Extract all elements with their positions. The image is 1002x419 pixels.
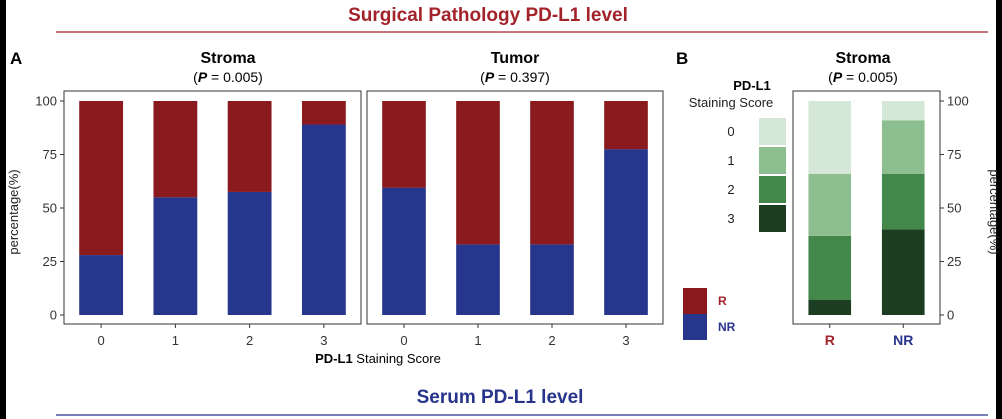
legend-score-swatch-2 xyxy=(759,176,786,203)
tumor-title: Tumor xyxy=(491,50,540,67)
heading-surgical-pathology: Surgical Pathology PD-L1 level xyxy=(348,5,628,26)
stroma-a-x-tick-label-2: 2 xyxy=(246,333,253,348)
stroma-a-p-value: = 0.005) xyxy=(207,69,263,85)
x-axis-label-rest: Staining Score xyxy=(353,351,441,366)
legend-score-swatch-3 xyxy=(759,205,786,232)
legend-score-swatch-0 xyxy=(759,118,786,145)
stroma-b-bar-0-r xyxy=(808,101,852,174)
legend-label-nr: NR xyxy=(718,320,736,334)
tumor-bar-r-0 xyxy=(382,101,426,188)
panel-b-chart: R NR 0 25 50 75 100 xyxy=(792,90,969,348)
stroma-b-bar-3-nr xyxy=(881,229,925,315)
legend-staining-score: 0 1 2 3 xyxy=(727,118,786,232)
legend-b-title: PD-L1 xyxy=(733,78,771,93)
stroma-b-y-tick-label-50: 50 xyxy=(947,201,961,216)
stroma-a-y-tick-label-50: 50 xyxy=(43,201,57,216)
stroma-a-p-label: P xyxy=(198,69,208,85)
tumor-p-value: = 0.397) xyxy=(494,69,550,85)
panel-b-label: B xyxy=(676,49,688,68)
stroma-b-y-tick-label-25: 25 xyxy=(947,254,961,269)
stroma-b-x-tick-label-nr: NR xyxy=(893,332,913,348)
stroma-a-bar-r-3 xyxy=(301,101,346,125)
stroma-b-bar-0-nr xyxy=(881,101,925,121)
stroma-a-y-tick-label-0: 0 xyxy=(50,308,57,323)
tumor-bar-nr-0 xyxy=(382,187,426,315)
tumor-bar-r-2 xyxy=(530,101,574,245)
stroma-a-bar-nr-3 xyxy=(301,124,346,315)
tumor-x-tick-label-2: 2 xyxy=(548,333,555,348)
stroma-b-bar-3-r xyxy=(808,300,852,315)
stroma-b-y-tick-label-100: 100 xyxy=(947,94,969,109)
legend-score-label-3: 3 xyxy=(727,211,734,226)
tumor-bar-nr-1 xyxy=(456,244,500,315)
legend-score-label-0: 0 xyxy=(727,124,734,139)
tumor-x-tick-label-3: 3 xyxy=(622,333,629,348)
tumor-p-label: P xyxy=(485,69,495,85)
x-axis-label-bold: PD-L1 xyxy=(315,351,353,366)
tumor-bar-r-1 xyxy=(456,101,500,245)
tumor-x-tick-label-0: 0 xyxy=(400,333,407,348)
stroma-b-y-tick-label-75: 75 xyxy=(947,147,961,162)
stroma-a-bar-nr-2 xyxy=(227,191,272,315)
legend-label-r: R xyxy=(718,294,727,308)
stroma-a-x-tick-label-3: 3 xyxy=(320,333,327,348)
legend-swatch-r xyxy=(683,288,707,314)
stroma-a-x-tick-label-0: 0 xyxy=(98,333,105,348)
stroma-b-p-label: P xyxy=(833,69,843,85)
stroma-a-bar-r-0 xyxy=(79,101,124,256)
stroma-a-y-tick-label-75: 75 xyxy=(43,147,57,162)
legend-score-swatch-1 xyxy=(759,147,786,174)
tumor-bar-nr-3 xyxy=(604,149,648,315)
stroma-b-bar-1-nr xyxy=(881,120,925,174)
stroma-b-x-tick-label-r: R xyxy=(825,332,835,348)
stroma-a-bar-nr-0 xyxy=(79,255,124,315)
legend-score-label-2: 2 xyxy=(727,182,734,197)
stroma-a-y-tick-label-100: 100 xyxy=(35,94,57,109)
legend-score-label-1: 1 xyxy=(727,153,734,168)
legend-b-subtitle: Staining Score xyxy=(689,95,774,110)
tumor-bar-nr-2 xyxy=(530,244,574,315)
legend-swatch-nr xyxy=(683,314,707,340)
stroma-b-pvalue: (P = 0.005) xyxy=(828,69,898,85)
legend-response: R NR xyxy=(683,288,736,340)
y-axis-label-b: percentage(%) xyxy=(987,169,1002,254)
panel-a-label: A xyxy=(10,49,22,68)
tumor-bar-r-3 xyxy=(604,101,648,150)
stroma-a-bar-r-2 xyxy=(227,101,272,192)
y-axis-label-a: percentage(%) xyxy=(6,169,21,254)
stroma-b-bar-1-r xyxy=(808,173,852,236)
tumor-x-tick-label-1: 1 xyxy=(474,333,481,348)
panel-a-charts: 0 1 2 3 0 25 50 75 100 0 1 2 3 xyxy=(35,90,664,348)
stroma-a-y-tick-label-25: 25 xyxy=(43,254,57,269)
x-axis-label-a: PD-L1 Staining Score xyxy=(315,351,441,366)
stroma-a-pvalue: (P = 0.005) xyxy=(193,69,263,85)
stroma-b-bar-2-r xyxy=(808,235,852,301)
stroma-a-title: Stroma xyxy=(200,50,255,67)
tumor-pvalue: (P = 0.397) xyxy=(480,69,550,85)
stroma-a-bar-r-1 xyxy=(153,101,198,198)
stroma-b-y-tick-label-0: 0 xyxy=(947,308,954,323)
stroma-a-x-tick-label-1: 1 xyxy=(172,333,179,348)
stroma-a-bar-nr-1 xyxy=(153,197,198,315)
stroma-b-title: Stroma xyxy=(835,50,890,67)
stroma-b-bar-2-nr xyxy=(881,173,925,230)
heading-serum: Serum PD-L1 level xyxy=(417,387,584,408)
stroma-b-p-value: = 0.005) xyxy=(842,69,898,85)
